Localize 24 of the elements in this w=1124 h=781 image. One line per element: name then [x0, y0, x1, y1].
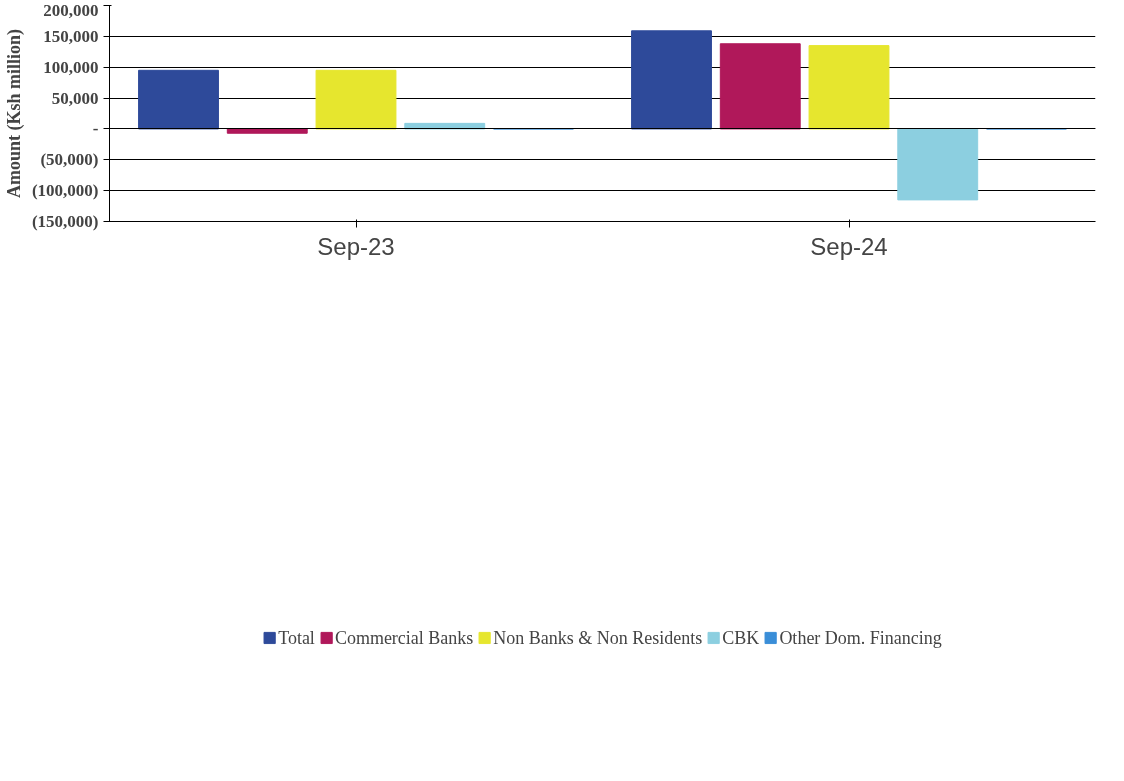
- bar: [897, 128, 979, 201]
- y-tick-label: 200,000: [43, 0, 99, 20]
- y-tick-label: 100,000: [43, 57, 99, 77]
- y-tick-label: (150,000): [31, 212, 99, 231]
- bar: [631, 30, 712, 130]
- legend-label: Non Banks & Non Residents: [493, 627, 703, 649]
- bar: [808, 45, 890, 130]
- y-tick-label: -: [92, 119, 99, 139]
- legend-label: CBK: [722, 627, 760, 649]
- x-tick-label: Sep-24: [810, 232, 888, 260]
- legend-label: Commercial Banks: [334, 627, 474, 649]
- legend-label: Total: [278, 627, 315, 649]
- bar: [404, 122, 486, 130]
- y-axis-title: Amount (Ksh million): [3, 28, 25, 199]
- x-tick-label: Sep-23: [317, 232, 395, 260]
- y-tick-label: 150,000: [43, 26, 99, 46]
- legend-label: Other Dom. Financing: [779, 627, 942, 649]
- bar: [719, 43, 801, 130]
- y-tick-label: (100,000): [31, 181, 99, 201]
- y-tick-label: 50,000: [51, 88, 99, 108]
- bar: [138, 69, 219, 130]
- y-tick-label: (50,000): [40, 150, 99, 170]
- bar: [315, 69, 397, 130]
- bar: [226, 128, 308, 134]
